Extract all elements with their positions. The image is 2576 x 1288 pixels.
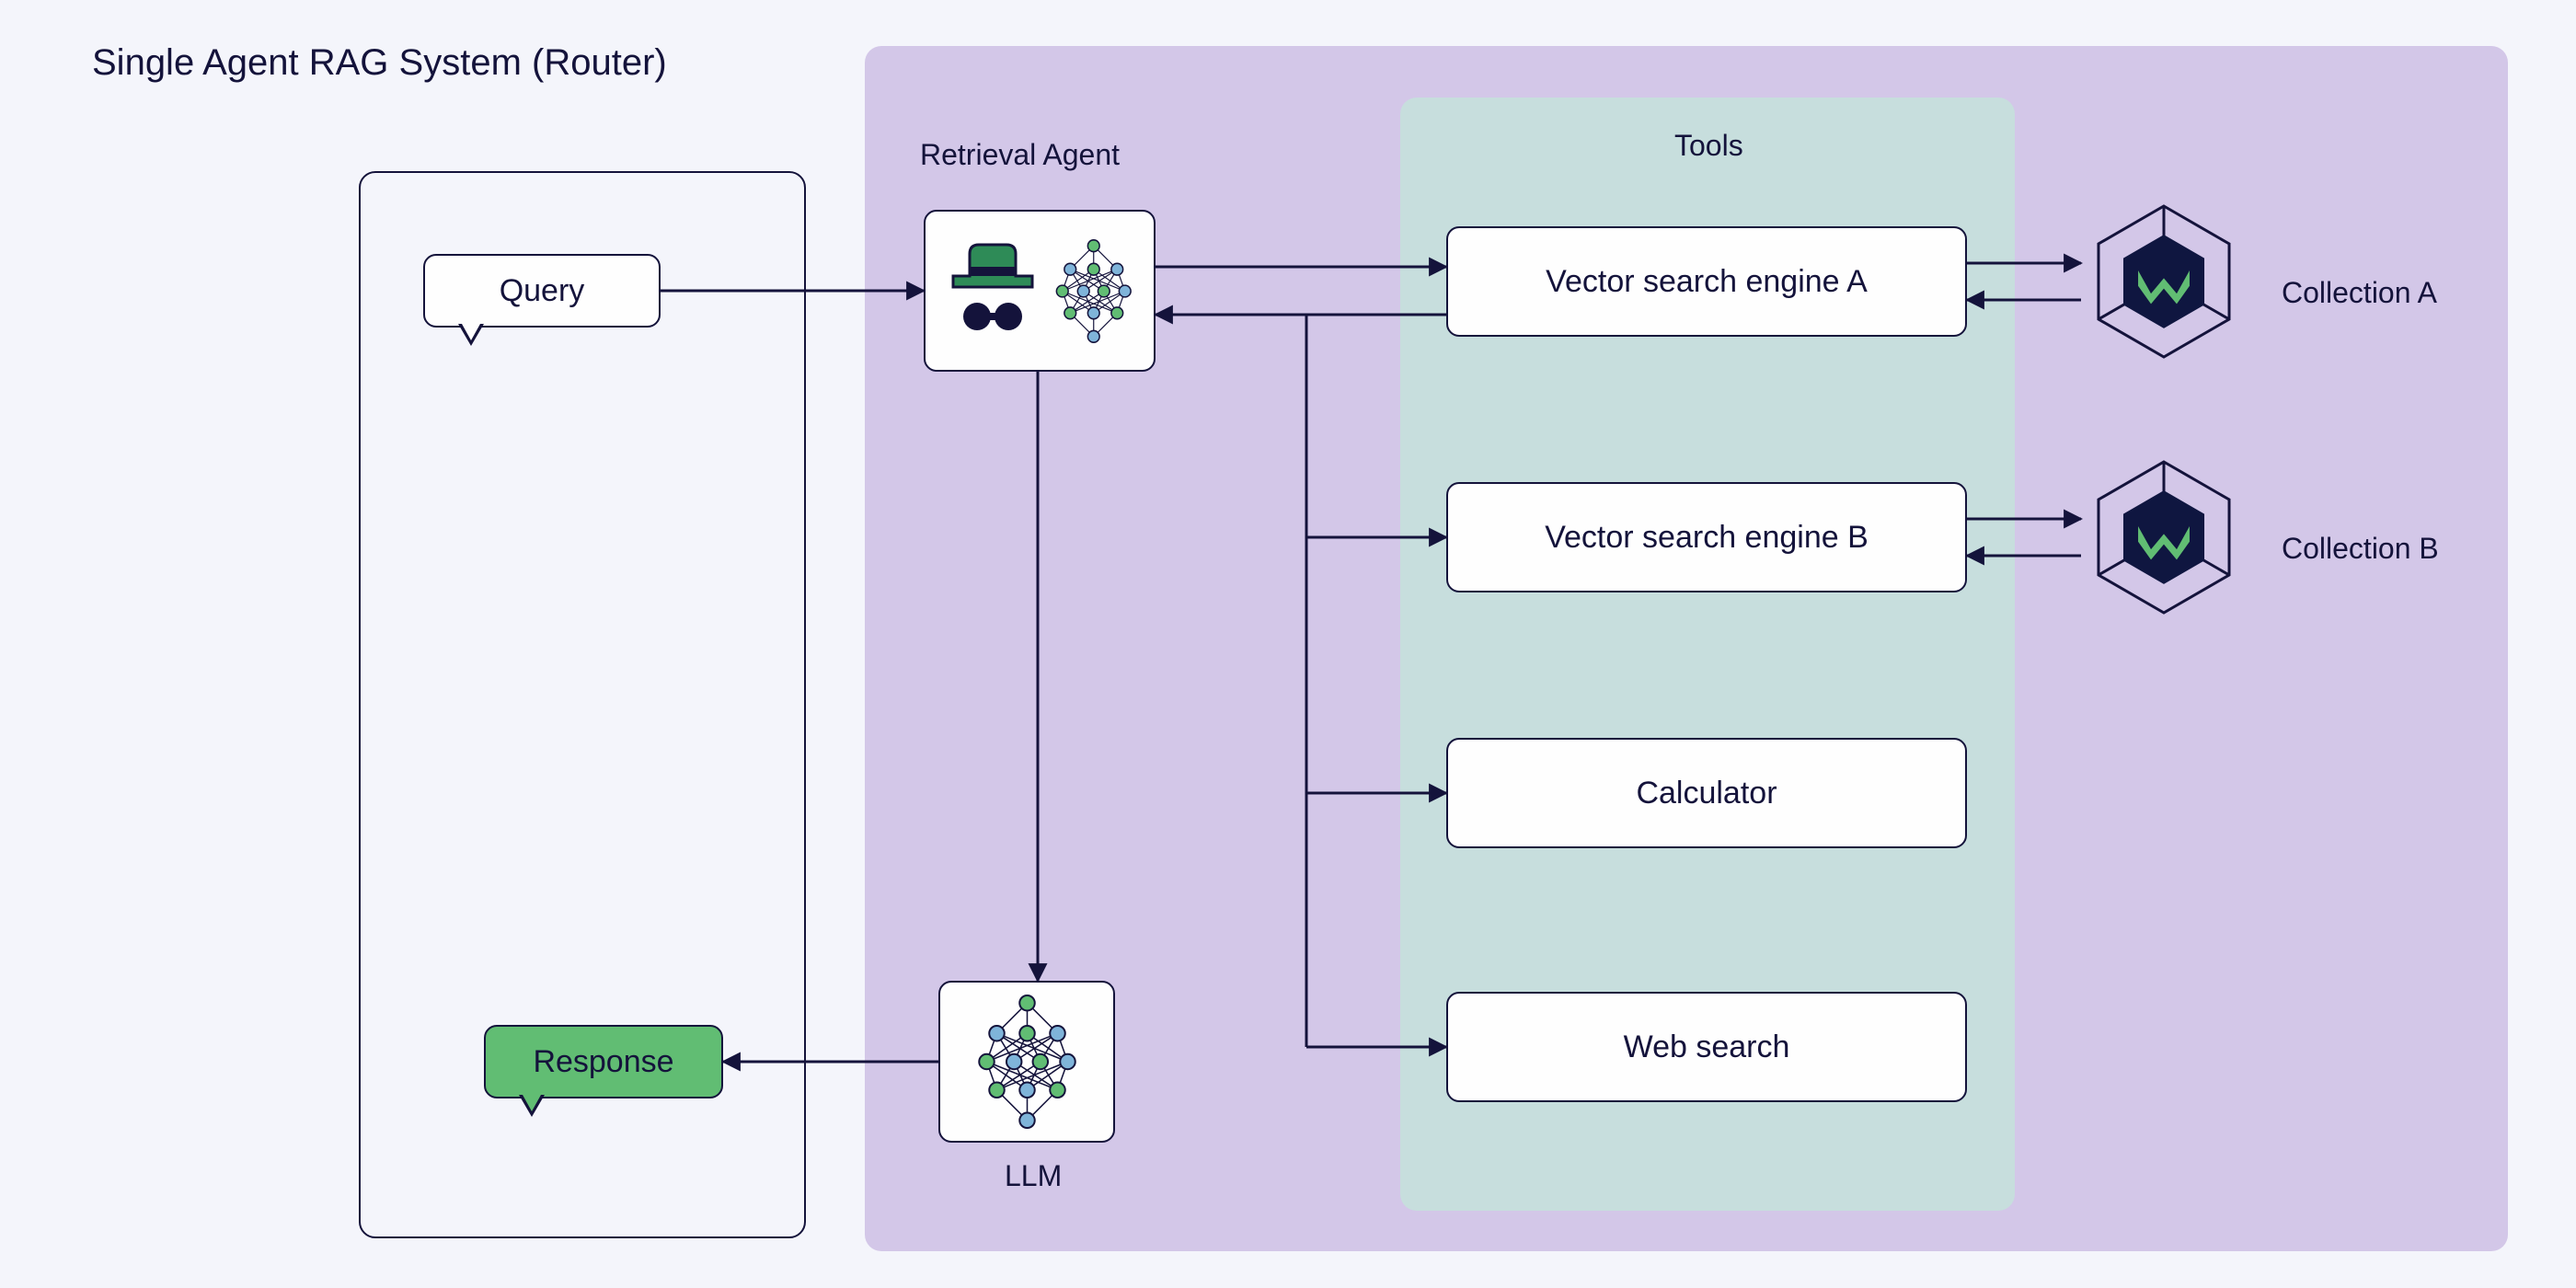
- collection-a-label: Collection A: [2282, 276, 2437, 310]
- response-text: Response: [533, 1044, 673, 1080]
- tool-vector-b-node: Vector search engine B: [1446, 482, 1967, 592]
- speech-tail-icon: [519, 1095, 545, 1117]
- tool-calculator-node: Calculator: [1446, 738, 1967, 848]
- tool-vector-a-node: Vector search engine A: [1446, 226, 1967, 337]
- response-node: Response: [484, 1025, 723, 1098]
- tool-c-text: Calculator: [1636, 776, 1777, 811]
- diagram-title: Single Agent RAG System (Router): [92, 42, 667, 84]
- collection-b-label: Collection B: [2282, 532, 2439, 566]
- neural-net-icon: [972, 991, 1083, 1133]
- speech-tail-icon: [458, 324, 484, 346]
- tool-d-text: Web search: [1624, 1029, 1790, 1065]
- tools-label: Tools: [1674, 129, 1743, 163]
- tool-web-search-node: Web search: [1446, 992, 1967, 1102]
- query-node: Query: [423, 254, 661, 328]
- query-text: Query: [500, 273, 585, 309]
- tool-b-text: Vector search engine B: [1545, 520, 1869, 556]
- detective-icon: [942, 236, 1043, 346]
- retrieval-agent-node: [924, 210, 1156, 372]
- llm-node: [938, 981, 1115, 1143]
- retrieval-agent-label: Retrieval Agent: [920, 138, 1120, 172]
- neural-net-icon: [1051, 236, 1137, 346]
- tool-a-text: Vector search engine A: [1546, 264, 1868, 300]
- llm-label: LLM: [1005, 1159, 1062, 1193]
